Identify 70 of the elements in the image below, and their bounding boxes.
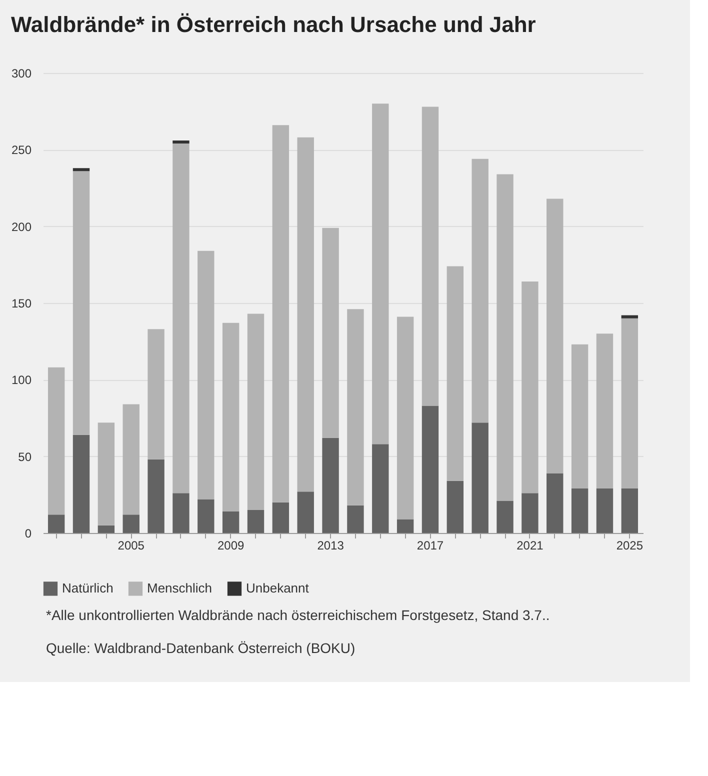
y-tick-label: 50: [18, 450, 32, 464]
bar: [446, 266, 464, 481]
y-tick-label: 0: [24, 526, 32, 540]
bar: [322, 228, 339, 438]
bar: [546, 198, 564, 474]
bar: [621, 488, 638, 533]
bar: [621, 315, 638, 318]
bar: [48, 367, 65, 515]
bar: [48, 514, 65, 533]
bar: [571, 344, 588, 489]
bar: [596, 334, 614, 489]
bar: [347, 309, 364, 506]
bar: [446, 480, 464, 533]
y-tick-label: 200: [11, 220, 32, 234]
bar: [472, 158, 488, 423]
bar: [396, 316, 414, 520]
bar: [98, 525, 115, 533]
bar: [396, 519, 414, 533]
source-note: Quelle: Waldbrand-Datenbank Österreich (BOKU): [46, 638, 356, 658]
bar: [571, 488, 588, 533]
legend-label: Menschlich: [147, 580, 212, 596]
bar: [72, 168, 90, 172]
bar: [422, 106, 439, 406]
bar: [247, 314, 264, 510]
bar: [172, 144, 190, 494]
x-tick-label: 2013: [317, 538, 344, 552]
x-tick-label: 2017: [416, 538, 444, 552]
bar: [122, 404, 140, 515]
legend-label: Natürlich: [62, 580, 114, 596]
bar: [297, 492, 314, 533]
bar: [172, 493, 190, 533]
bar: [522, 282, 538, 494]
bar: [247, 510, 264, 533]
bar: [72, 434, 90, 533]
legend-label: Unbekannt: [246, 580, 310, 596]
bar: [98, 422, 115, 526]
bar: [496, 174, 514, 501]
bar: [522, 493, 538, 533]
bar: [621, 318, 638, 489]
y-tick-label: 150: [11, 296, 32, 310]
y-tick-label: 250: [11, 143, 32, 158]
bar: [72, 171, 90, 435]
bar: [172, 140, 190, 144]
bar: [272, 125, 290, 502]
bar: [148, 459, 164, 533]
bar: [322, 438, 339, 533]
bar: [222, 322, 240, 512]
bar: [472, 422, 488, 533]
y-tick-label: 100: [11, 373, 32, 388]
bar: [347, 505, 364, 533]
x-tick-label: 2009: [217, 538, 244, 552]
bar: [272, 502, 290, 533]
bar: [372, 104, 389, 444]
x-tick-label: 2021: [516, 538, 544, 552]
text: *Alle unkontrollierten Waldbrände nach österreichischem Forstgesetz, Stand 3.7..: [46, 606, 551, 625]
chart-title: Waldbrände* in Österreich nach Ursache und Jahr: [10, 12, 536, 37]
bar: [122, 514, 140, 533]
bar: [148, 329, 164, 460]
bar: [198, 499, 214, 533]
bar: [297, 137, 314, 492]
x-tick-label: 2025: [616, 538, 644, 552]
bar: [198, 250, 214, 500]
x-tick-label: 2005: [118, 538, 145, 552]
bar: [596, 488, 614, 533]
bar: [422, 406, 439, 533]
y-tick-label: 300: [11, 66, 32, 80]
bar: [222, 512, 240, 533]
bar: [496, 500, 514, 533]
bar: [372, 444, 389, 533]
bar: [546, 473, 564, 533]
